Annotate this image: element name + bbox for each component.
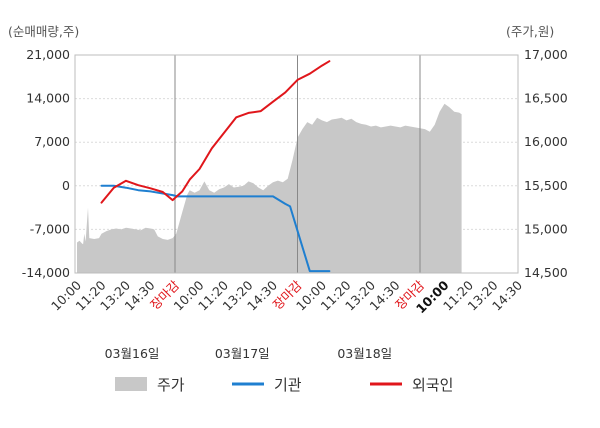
right-tick-label: 16,000 [524, 134, 568, 149]
legend-label: 주가 [157, 376, 185, 394]
right-tick-label: 16,500 [524, 91, 568, 106]
plot-border [74, 54, 519, 274]
x-axis-ticks: 10:0011:2013:2014:30장마감10:0011:2013:2014… [48, 277, 525, 316]
left-axis-ticks: 21,000 14,000 7,000 0 -7,000 -14,000 [22, 47, 70, 280]
legend: 주가 기관 외국인 [115, 376, 453, 394]
legend-label: 외국인 [412, 376, 453, 394]
session-dividers [174, 55, 421, 273]
series-line-foreign [100, 60, 331, 204]
area-layer [77, 103, 462, 273]
left-tick-label: -14,000 [22, 265, 70, 280]
left-axis-label: (순매매량,주) [8, 24, 79, 39]
date-label: 03월16일 [105, 346, 160, 361]
left-tick-label: 14,000 [26, 91, 70, 106]
left-tick-label: 0 [62, 178, 70, 193]
date-label: 03월18일 [337, 346, 392, 361]
series-line-institution [100, 184, 331, 273]
left-tick-label: -7,000 [30, 221, 70, 236]
left-tick-label: 21,000 [26, 47, 70, 62]
left-tick-label: 7,000 [34, 134, 70, 149]
line-layer [100, 60, 331, 273]
right-tick-label: 15,000 [524, 221, 568, 236]
date-labels: 03월16일 03월17일 03월18일 [105, 346, 393, 361]
right-tick-label: 14,500 [524, 265, 568, 280]
right-axis-ticks: 17,000 16,500 16,000 15,500 15,000 14,500 [524, 47, 568, 280]
date-label: 03월17일 [215, 346, 270, 361]
right-tick-label: 17,000 [524, 47, 568, 62]
right-tick-label: 15,500 [524, 178, 568, 193]
series-area-price [77, 103, 462, 273]
right-axis-label: (주가,원) [506, 24, 554, 39]
legend-swatch-price [115, 377, 147, 391]
legend-label: 기관 [274, 376, 302, 394]
